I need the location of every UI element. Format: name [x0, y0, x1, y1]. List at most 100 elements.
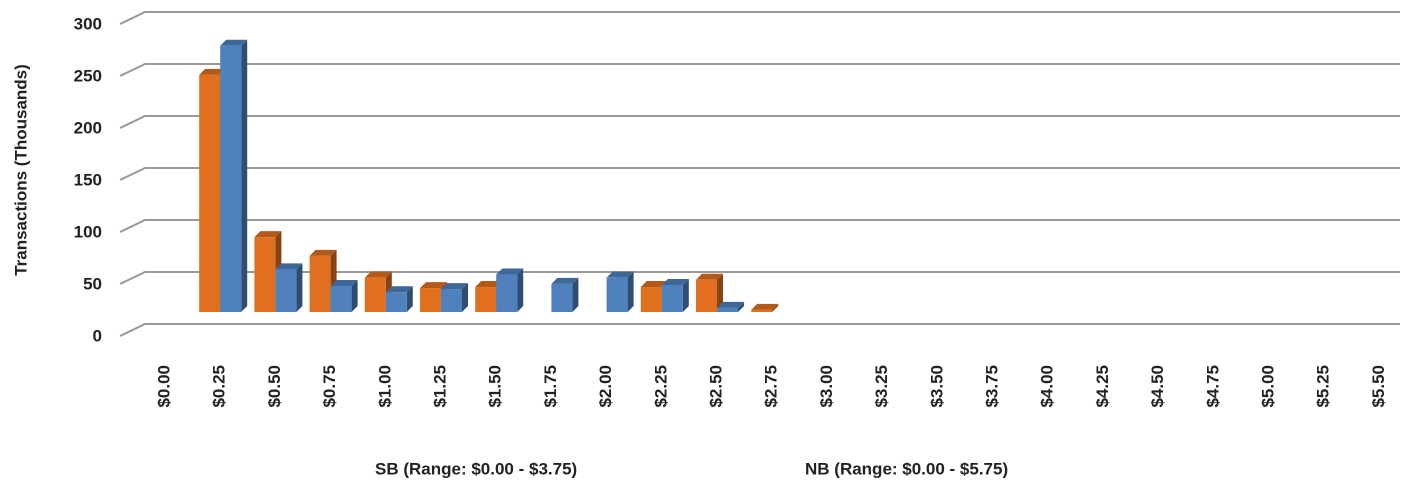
x-tick-label: $5.50 — [1369, 365, 1388, 408]
x-tick-label: $0.25 — [210, 365, 229, 408]
grid-line — [119, 167, 1400, 181]
x-tick-label: $3.00 — [817, 365, 836, 408]
x-tick-label: $5.00 — [1258, 365, 1277, 408]
bar-top — [330, 280, 358, 286]
bar — [551, 277, 579, 312]
bar — [385, 286, 413, 312]
bar-side — [406, 286, 413, 312]
x-tick-label: $2.50 — [706, 365, 725, 408]
bar-top — [420, 282, 447, 289]
bar-top — [309, 249, 337, 256]
x-tick-label: $2.75 — [762, 365, 781, 408]
bar-top — [199, 68, 227, 75]
y-tick-label: 200 — [74, 118, 102, 137]
grid-line — [119, 323, 1400, 337]
bar-front — [420, 288, 441, 312]
bar-front — [441, 289, 462, 312]
x-tick-label: $3.25 — [872, 365, 891, 408]
bar-front — [496, 274, 518, 312]
grid-line — [119, 219, 1400, 233]
bar-top — [475, 281, 503, 288]
y-tick-label: 250 — [74, 66, 102, 85]
x-tick-label: $2.25 — [651, 365, 670, 408]
x-tick-label: $0.00 — [154, 365, 173, 408]
bar-top — [551, 277, 579, 284]
x-tick-label: $0.75 — [320, 365, 339, 408]
bar-top — [385, 286, 413, 293]
bar-front — [220, 45, 242, 312]
bar-top — [640, 281, 668, 288]
bar-side — [572, 277, 579, 312]
bar-side — [682, 278, 689, 312]
bar-front — [364, 277, 386, 312]
bar-front — [661, 284, 683, 312]
bar — [441, 283, 468, 312]
bar-front — [551, 283, 573, 312]
x-tick-label: $3.50 — [927, 365, 946, 408]
x-tick-label: $0.50 — [265, 365, 284, 408]
y-tick-label: 0 — [93, 326, 102, 345]
bar-top — [275, 263, 303, 270]
bar-front — [640, 287, 662, 312]
x-tick-label: $1.25 — [430, 365, 449, 408]
legend-label: NB (Range: $0.00 - $5.75) — [805, 459, 1008, 478]
bar-top — [254, 231, 282, 238]
bar-front — [751, 309, 773, 312]
bar — [661, 278, 689, 312]
bar-side — [717, 273, 723, 312]
bar — [330, 280, 358, 312]
bar-side — [517, 268, 524, 312]
bar-side — [627, 271, 634, 312]
bar — [696, 273, 723, 312]
x-tick-label: $3.75 — [982, 365, 1001, 408]
y-tick-label: 300 — [74, 14, 102, 33]
bar-front — [275, 269, 297, 312]
bar-top — [220, 39, 248, 46]
bar-front — [696, 279, 717, 312]
bar-side — [296, 263, 303, 312]
bar-front — [717, 307, 738, 312]
bar-top — [751, 303, 779, 310]
bar-top — [661, 278, 689, 285]
x-tick-label: $2.00 — [596, 365, 615, 408]
bar-top — [717, 301, 744, 308]
bar-side — [351, 280, 358, 312]
bar-top — [364, 271, 392, 278]
bar — [751, 303, 779, 312]
bar-front — [475, 287, 497, 312]
bar-top — [441, 283, 468, 290]
grid-line — [119, 11, 1400, 25]
x-tick-label: $4.75 — [1203, 365, 1222, 408]
x-tick-label: $5.25 — [1314, 365, 1333, 408]
grid-line — [119, 63, 1400, 77]
y-tick-label: 50 — [83, 274, 102, 293]
bar-front — [309, 255, 331, 312]
bar-top — [496, 268, 524, 275]
y-axis-title: Transactions (Thousands) — [11, 64, 30, 276]
x-tick-label: $1.50 — [486, 365, 505, 408]
bar — [220, 39, 248, 312]
bar-front — [385, 292, 407, 312]
legend-label: SB (Range: $0.00 - $3.75) — [375, 459, 577, 478]
bar-side — [241, 39, 248, 312]
bar — [496, 268, 524, 312]
x-tick-label: $1.75 — [541, 365, 560, 408]
bar-front — [199, 74, 221, 312]
bar-front — [254, 237, 276, 312]
x-tick-label: $4.50 — [1148, 365, 1167, 408]
bar-front — [330, 286, 352, 312]
x-tick-label: $4.00 — [1038, 365, 1057, 408]
bar-side — [462, 283, 468, 312]
bar — [717, 301, 744, 312]
grid-line — [119, 115, 1400, 129]
bar-top — [696, 273, 723, 280]
y-tick-label: 100 — [74, 222, 102, 241]
bar-side — [738, 301, 744, 312]
bar-side — [772, 303, 779, 312]
x-tick-label: $1.00 — [375, 365, 394, 408]
bar-top — [606, 271, 634, 278]
grid-line — [119, 271, 1400, 285]
y-tick-label: 150 — [74, 170, 102, 189]
bar — [275, 263, 303, 312]
x-tick-label: $4.25 — [1093, 365, 1112, 408]
